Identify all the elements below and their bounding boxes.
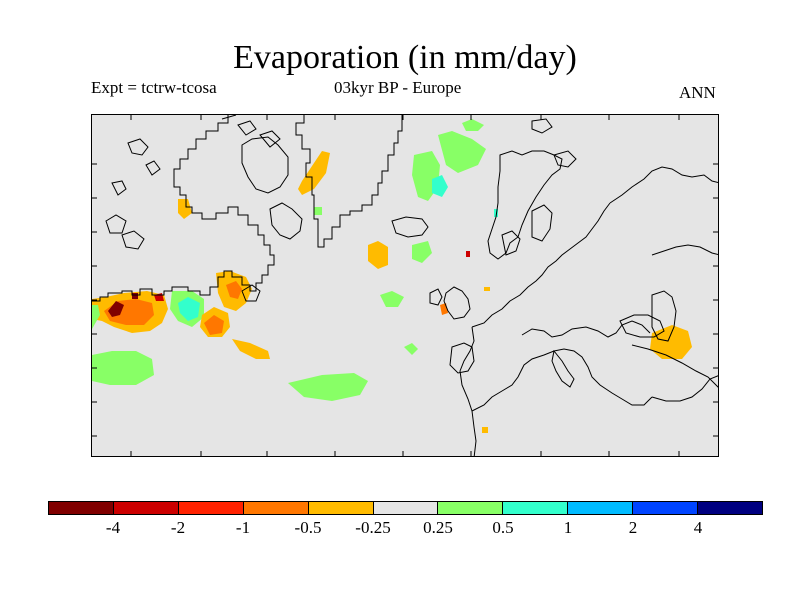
coastline-north-america xyxy=(92,115,275,302)
anomaly-patch-med-orange xyxy=(482,427,488,433)
plot-title: Evaporation (in mm/day) xyxy=(233,39,577,76)
coastline-black-sea xyxy=(619,314,665,338)
coastline-canada-islands-7 xyxy=(259,130,281,148)
anomaly-patch-arctic-green xyxy=(462,119,484,131)
colorbar-label: -0.25 xyxy=(355,518,391,537)
map-panel xyxy=(91,114,719,457)
coastline-greenland xyxy=(295,115,403,248)
coastline-kola xyxy=(553,150,577,168)
coastline-mediterranean xyxy=(471,320,653,412)
coastline-svalbard xyxy=(531,118,553,134)
anomaly-patch-carolina-red xyxy=(226,281,242,299)
anomaly-patch-atlantic-green-band xyxy=(288,373,368,401)
colorbar-label: 1 xyxy=(563,518,573,537)
coastline-ireland xyxy=(429,288,443,306)
coastline-canada-islands-3 xyxy=(127,138,149,156)
coastline-canada-islands-4 xyxy=(145,160,161,176)
anomaly-patch-florida-red xyxy=(204,315,224,335)
map-canvas xyxy=(92,115,718,456)
anomaly-patch-ireland-darkred xyxy=(466,251,470,257)
colorbar xyxy=(48,501,763,515)
coastline-canada-islands-1 xyxy=(105,214,127,234)
coastline-britain xyxy=(443,286,471,320)
coastline-scandinavia xyxy=(487,150,563,260)
coastline-middle-east xyxy=(631,344,718,388)
coastline-iberia xyxy=(449,342,475,374)
colorbar-segment xyxy=(308,502,374,514)
coastline-iceland xyxy=(391,216,429,238)
anomaly-patch-canada-green xyxy=(314,207,322,215)
anomaly-patch-caribbean-darkred xyxy=(108,301,124,317)
coastline-canada-islands-6 xyxy=(221,115,257,136)
coastline-baffin xyxy=(241,136,289,194)
anomaly-patch-ocean-green-3 xyxy=(404,343,418,355)
anomaly-patches xyxy=(92,119,692,433)
coastline-italy xyxy=(551,349,575,388)
anomaly-patch-ocean-orange-1 xyxy=(368,241,388,269)
colorbar-segment xyxy=(503,502,569,514)
colorbar-segment xyxy=(568,502,634,514)
colorbar-label: 2 xyxy=(628,518,638,537)
anomaly-patch-atlantic-orange-band xyxy=(232,339,270,359)
colorbar-segment xyxy=(438,502,504,514)
colorbar-label: -1 xyxy=(235,518,251,537)
period-region-label: 03kyr BP - Europe xyxy=(334,78,462,97)
colorbar-segment xyxy=(698,502,762,514)
anomaly-patch-greenland-orange xyxy=(298,151,330,195)
anomaly-patch-ocean-green-1 xyxy=(412,241,432,263)
coastline-newfoundland xyxy=(241,284,261,302)
anomaly-patch-caspian-orange xyxy=(650,325,692,359)
colorbar-label: 4 xyxy=(693,518,703,537)
colorbar-labels: -4 -2 -1 -0.5 -0.25 0.25 0.5 1 2 4 xyxy=(48,518,763,540)
coastline-europe xyxy=(459,202,611,456)
anomaly-patch-biscay-orange xyxy=(484,287,490,291)
anomaly-patch-hudson-orange xyxy=(178,199,192,219)
colorbar-label: -0.5 xyxy=(294,518,322,537)
colorbar-segment xyxy=(178,502,244,514)
colorbar-label: -2 xyxy=(170,518,186,537)
colorbar-segment xyxy=(49,502,114,514)
anomaly-patch-atlantic-green-lower xyxy=(92,351,154,385)
coastline-asia xyxy=(609,166,718,402)
anomaly-patch-ocean-green-2 xyxy=(380,291,404,307)
colorbar-segment xyxy=(373,502,439,514)
anomaly-patch-gulf-cyan xyxy=(178,297,200,321)
season-label: ANN xyxy=(679,83,716,102)
coastline-canada-islands-2 xyxy=(121,230,145,250)
colorbar-label: -4 xyxy=(105,518,121,537)
anomaly-patch-norwegian-green-2 xyxy=(438,131,486,173)
anomaly-patch-caribbean-darkred-2 xyxy=(132,293,138,299)
colorbar-segment xyxy=(633,502,699,514)
coastline-caspian xyxy=(651,290,677,342)
coastlines xyxy=(92,115,718,456)
colorbar-segment xyxy=(243,502,309,514)
coastline-finland xyxy=(531,204,553,242)
anomaly-patch-norwegian-cyan xyxy=(432,175,448,197)
colorbar-segment xyxy=(113,502,179,514)
anomaly-patch-gulf-green xyxy=(92,305,100,329)
experiment-label: Expt = tctrw-tcosa xyxy=(91,78,217,97)
colorbar-label: 0.25 xyxy=(423,518,453,537)
coastline-baltic xyxy=(501,230,521,256)
colorbar-label: 0.5 xyxy=(492,518,514,537)
coastline-labrador xyxy=(269,202,303,240)
coastline-canada-islands-5 xyxy=(111,180,127,196)
